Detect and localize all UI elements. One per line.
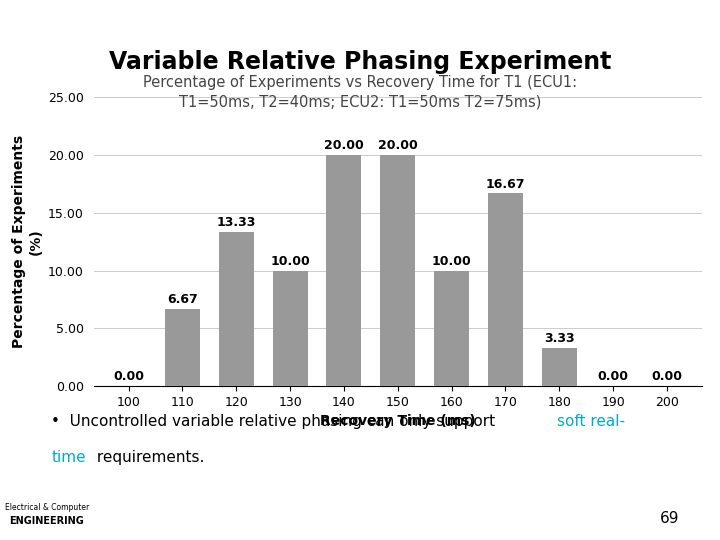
Text: 10.00: 10.00 (432, 255, 472, 268)
Text: 16.67: 16.67 (486, 178, 525, 191)
Bar (542, 348, 577, 386)
Bar (488, 193, 523, 386)
Text: CarnegieMellon: CarnegieMellon (602, 11, 702, 22)
Text: requirements.: requirements. (92, 449, 204, 464)
Bar (165, 309, 200, 386)
Y-axis label: Percentage of Experiments
(%): Percentage of Experiments (%) (12, 135, 42, 348)
Text: 6.67: 6.67 (167, 293, 198, 306)
Text: 0.00: 0.00 (598, 370, 629, 383)
Text: time: time (51, 449, 86, 464)
Text: Variable Relative Phasing Experiment: Variable Relative Phasing Experiment (109, 50, 611, 73)
Text: •  Uncontrolled variable relative phasing can only support: • Uncontrolled variable relative phasing… (51, 415, 500, 429)
Bar (380, 155, 415, 386)
Text: Percentage of Experiments vs Recovery Time for T1 (ECU1:
T1=50ms, T2=40ms; ECU2:: Percentage of Experiments vs Recovery Ti… (143, 75, 577, 109)
Bar (434, 271, 469, 386)
Text: soft real-: soft real- (557, 415, 626, 429)
Text: 20.00: 20.00 (324, 139, 364, 152)
X-axis label: Recovery Time (ms): Recovery Time (ms) (320, 414, 476, 428)
Text: Electrical & Computer: Electrical & Computer (4, 503, 89, 512)
Text: 0.00: 0.00 (652, 370, 683, 383)
Bar (326, 155, 361, 386)
Bar (219, 232, 253, 386)
Text: 69: 69 (660, 511, 680, 526)
Text: 13.33: 13.33 (217, 216, 256, 229)
Text: 3.33: 3.33 (544, 332, 575, 345)
Text: ENGINEERING: ENGINEERING (9, 516, 84, 526)
Text: 20.00: 20.00 (378, 139, 418, 152)
Text: 0.00: 0.00 (113, 370, 144, 383)
Bar (273, 271, 307, 386)
Text: 10.00: 10.00 (270, 255, 310, 268)
